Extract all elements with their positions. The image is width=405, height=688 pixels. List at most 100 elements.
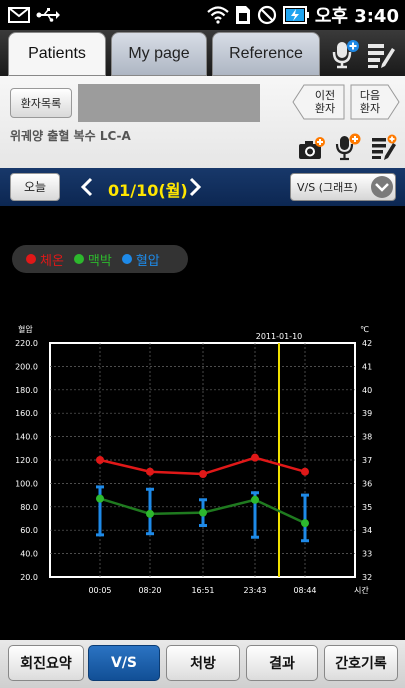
legend-label: 체온	[40, 253, 64, 269]
left-tick-label: 40.0	[20, 550, 38, 559]
left-tick-label: 60.0	[20, 526, 38, 535]
left-tick-label: 120.0	[15, 456, 38, 465]
round-summary-button[interactable]: 회진요약	[8, 645, 84, 681]
right-tick-label: 42	[362, 339, 372, 348]
right-axis-label: ℃	[360, 325, 369, 334]
prescription-label: 처방	[190, 656, 216, 672]
left-tick-label: 140.0	[15, 433, 38, 442]
gmail-icon	[8, 7, 30, 23]
temperature-point	[251, 453, 259, 462]
chart-legend: 체온 맥박 혈압	[12, 245, 188, 273]
tab-my-page[interactable]: My page	[111, 32, 207, 76]
legend-item-temperature: 체온	[26, 250, 64, 269]
tab-bar: Patients My page Reference	[0, 30, 405, 76]
left-tick-label: 80.0	[20, 503, 38, 512]
wifi-icon	[207, 6, 229, 24]
vs-button[interactable]: V/S	[88, 645, 160, 681]
note-add-icon[interactable]	[370, 134, 398, 162]
pulse-point	[301, 519, 309, 528]
left-tick-label: 220.0	[15, 339, 38, 348]
date-nav-bar: 오늘 01/10(월) V/S (그래프)	[0, 168, 405, 206]
right-tick-label: 32	[362, 573, 372, 582]
sim-card-icon	[235, 6, 250, 24]
left-tick-label: 180.0	[15, 386, 38, 395]
x-tick-label: 23:43	[243, 586, 266, 595]
do-not-disturb-icon	[257, 5, 276, 25]
next-patient-button[interactable]: 다음 환자	[352, 85, 388, 119]
round-summary-label: 회진요약	[20, 656, 72, 672]
nursing-record-button[interactable]: 간호기록	[324, 645, 398, 681]
legend-dot	[121, 254, 132, 264]
left-tick-label: 200.0	[15, 362, 38, 371]
view-select-value: V/S (그래프)	[297, 181, 358, 194]
right-tick-label: 37	[362, 456, 372, 465]
left-axis-label: 혈압	[18, 324, 33, 334]
vs-label: V/S	[110, 655, 138, 671]
x-axis-label: 시간	[354, 585, 369, 595]
x-tick-label: 08:44	[293, 586, 316, 595]
pulse-point	[146, 509, 154, 518]
voice-memo-add-icon[interactable]	[334, 132, 362, 162]
right-tick-label: 39	[362, 409, 372, 418]
temperature-point	[146, 467, 154, 476]
camera-add-icon[interactable]	[298, 136, 326, 162]
x-tick-label: 08:20	[138, 586, 161, 595]
results-button[interactable]: 결과	[246, 645, 318, 681]
prev-patient-button[interactable]: 이전 환자	[304, 85, 346, 119]
legend-dot	[73, 254, 84, 264]
tab-patients[interactable]: Patients	[8, 32, 106, 76]
status-bar: 오후 3:40	[0, 0, 405, 30]
patient-diagnosis: 위궤양 출혈 복수 LC-A	[10, 129, 131, 143]
view-select[interactable]: V/S (그래프)	[290, 173, 396, 201]
left-tick-label: 160.0	[15, 409, 38, 418]
legend-item-blood-pressure: 혈압	[121, 250, 160, 269]
pulse-point	[199, 508, 207, 517]
x-tick-label: 00:05	[88, 586, 111, 595]
left-tick-label: 100.0	[15, 479, 38, 488]
pulse-point	[96, 494, 104, 503]
right-tick-label: 41	[362, 362, 372, 371]
legend-label: 맥박	[87, 253, 112, 269]
right-tick-label: 34	[362, 526, 372, 535]
legend-dot	[26, 254, 36, 264]
microphone-add-icon[interactable]	[328, 38, 360, 70]
tab-reference-label: Reference	[229, 45, 303, 62]
right-tick-label: 33	[362, 550, 372, 559]
next-patient-button-shape	[350, 84, 400, 120]
battery-charging-icon	[282, 6, 309, 24]
legend-item-pulse: 맥박	[73, 250, 112, 269]
next-date-icon[interactable]	[188, 177, 202, 197]
prev-patient-label: 이전 환자	[314, 89, 336, 115]
pulse-point	[251, 495, 259, 504]
prev-date-icon[interactable]	[80, 177, 94, 197]
temperature-point	[96, 456, 104, 464]
right-tick-label: 35	[362, 503, 372, 512]
right-tick-label: 38	[362, 433, 372, 442]
note-edit-icon[interactable]	[364, 38, 396, 70]
today-button[interactable]: 오늘	[10, 173, 60, 201]
prescription-button[interactable]: 처방	[166, 645, 240, 681]
date-marker-label: 2011-01-10	[256, 332, 303, 341]
results-label: 결과	[269, 656, 295, 672]
current-date: 01/10(월)	[108, 181, 188, 200]
x-tick-label: 16:51	[191, 586, 214, 595]
today-button-label: 오늘	[23, 179, 47, 194]
next-patient-label: 다음 환자	[359, 89, 381, 115]
temperature-point	[199, 470, 207, 479]
tab-my-page-label: My page	[128, 45, 190, 62]
tab-reference[interactable]: Reference	[212, 32, 320, 76]
vital-signs-chart: 220.0 200.0 180.0 160.0 140.0 120.0 100.0 80.0 6…	[15, 324, 372, 595]
legend-label: 혈압	[135, 253, 160, 269]
patient-list-button[interactable]: 환자목록	[10, 88, 72, 118]
patient-list-button-label: 환자목록	[20, 96, 62, 110]
chevron-down-icon	[371, 176, 393, 198]
patient-panel: 환자목록 이전 환자 다음 환자 위궤양 출혈 복수 LC-A	[0, 76, 405, 168]
usb-icon	[36, 8, 60, 22]
temperature-point	[301, 467, 309, 476]
nursing-record-label: 간호기록	[335, 656, 387, 672]
prev-patient-button-shape	[292, 84, 345, 120]
right-tick-label: 40	[362, 386, 372, 395]
patient-name-redacted	[78, 84, 260, 122]
right-tick-label: 36	[362, 479, 372, 488]
left-tick-label: 20.0	[20, 573, 38, 582]
